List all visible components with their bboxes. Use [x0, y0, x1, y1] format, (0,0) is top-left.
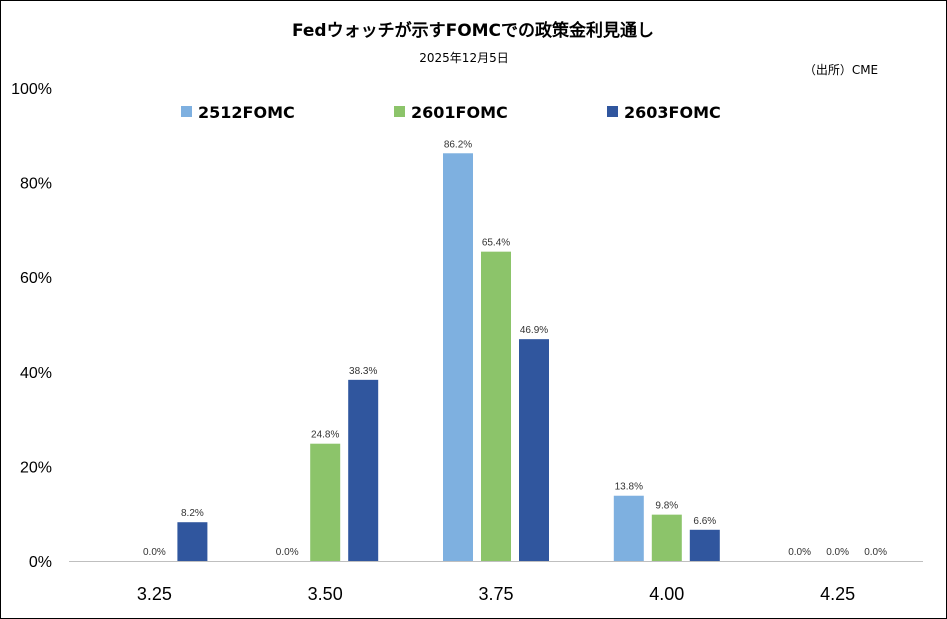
data-label: 86.2% [444, 139, 472, 150]
x-tick-label: 3.50 [308, 584, 343, 604]
bar-2601FOMC-3.50 [310, 443, 341, 561]
data-labels: 0.0% 8.2% 0.0% 24.8% 38.3% 86.2% 65.4% 46.9% 13.… [143, 139, 887, 558]
legend-label: 2601FOMC [411, 103, 508, 122]
y-axis: 0% 20% 40% 60% 80% 100% [11, 81, 52, 571]
data-label: 6.6% [693, 516, 716, 527]
data-label: 24.8% [311, 430, 339, 441]
y-tick-label: 60% [20, 270, 52, 287]
chart-subtitle: 2025年12月5日 [419, 51, 508, 65]
bar-2512FOMC-3.75 [443, 153, 473, 562]
y-tick-label: 0% [29, 554, 52, 571]
bar-2603FOMC-3.25 [177, 522, 208, 561]
x-tick-label: 4.25 [820, 584, 855, 604]
bar-2603FOMC-4.00 [689, 529, 720, 561]
x-axis: 3.25 3.50 3.75 4.00 4.25 [69, 561, 923, 604]
chart-source: （出所）CME [804, 63, 878, 77]
data-label: 65.4% [482, 238, 510, 249]
data-label: 8.2% [181, 508, 204, 519]
data-label: 13.8% [615, 482, 643, 493]
data-label: 46.9% [520, 325, 548, 336]
x-tick-label: 3.75 [478, 584, 513, 604]
data-label: 0.0% [864, 547, 887, 558]
data-label: 0.0% [276, 547, 299, 558]
data-label: 38.3% [349, 366, 377, 377]
data-label: 0.0% [788, 547, 811, 558]
legend: 2512FOMC 2601FOMC 2603FOMC [181, 103, 721, 122]
x-tick-label: 3.25 [137, 584, 172, 604]
bar-2601FOMC-4.00 [651, 514, 682, 561]
y-tick-label: 100% [11, 81, 52, 98]
chart-title: Fedウォッチが示すFOMCでの政策金利見通し [292, 20, 654, 41]
y-tick-label: 20% [20, 459, 52, 476]
bar-2603FOMC-3.75 [519, 339, 549, 561]
legend-label: 2512FOMC [198, 103, 295, 122]
y-tick-label: 80% [20, 176, 52, 193]
bar-2601FOMC-3.75 [481, 251, 511, 561]
x-tick-label: 4.00 [649, 584, 684, 604]
data-label: 0.0% [143, 547, 166, 558]
data-label: 0.0% [826, 547, 849, 558]
bar-2512FOMC-4.00 [613, 495, 644, 561]
bars [177, 153, 720, 562]
bar-2603FOMC-3.50 [348, 379, 379, 561]
legend-label: 2603FOMC [624, 103, 721, 122]
y-tick-label: 40% [20, 365, 52, 382]
legend-swatch [607, 106, 618, 117]
legend-swatch [181, 106, 192, 117]
data-label: 9.8% [655, 501, 678, 512]
legend-swatch [394, 106, 405, 117]
